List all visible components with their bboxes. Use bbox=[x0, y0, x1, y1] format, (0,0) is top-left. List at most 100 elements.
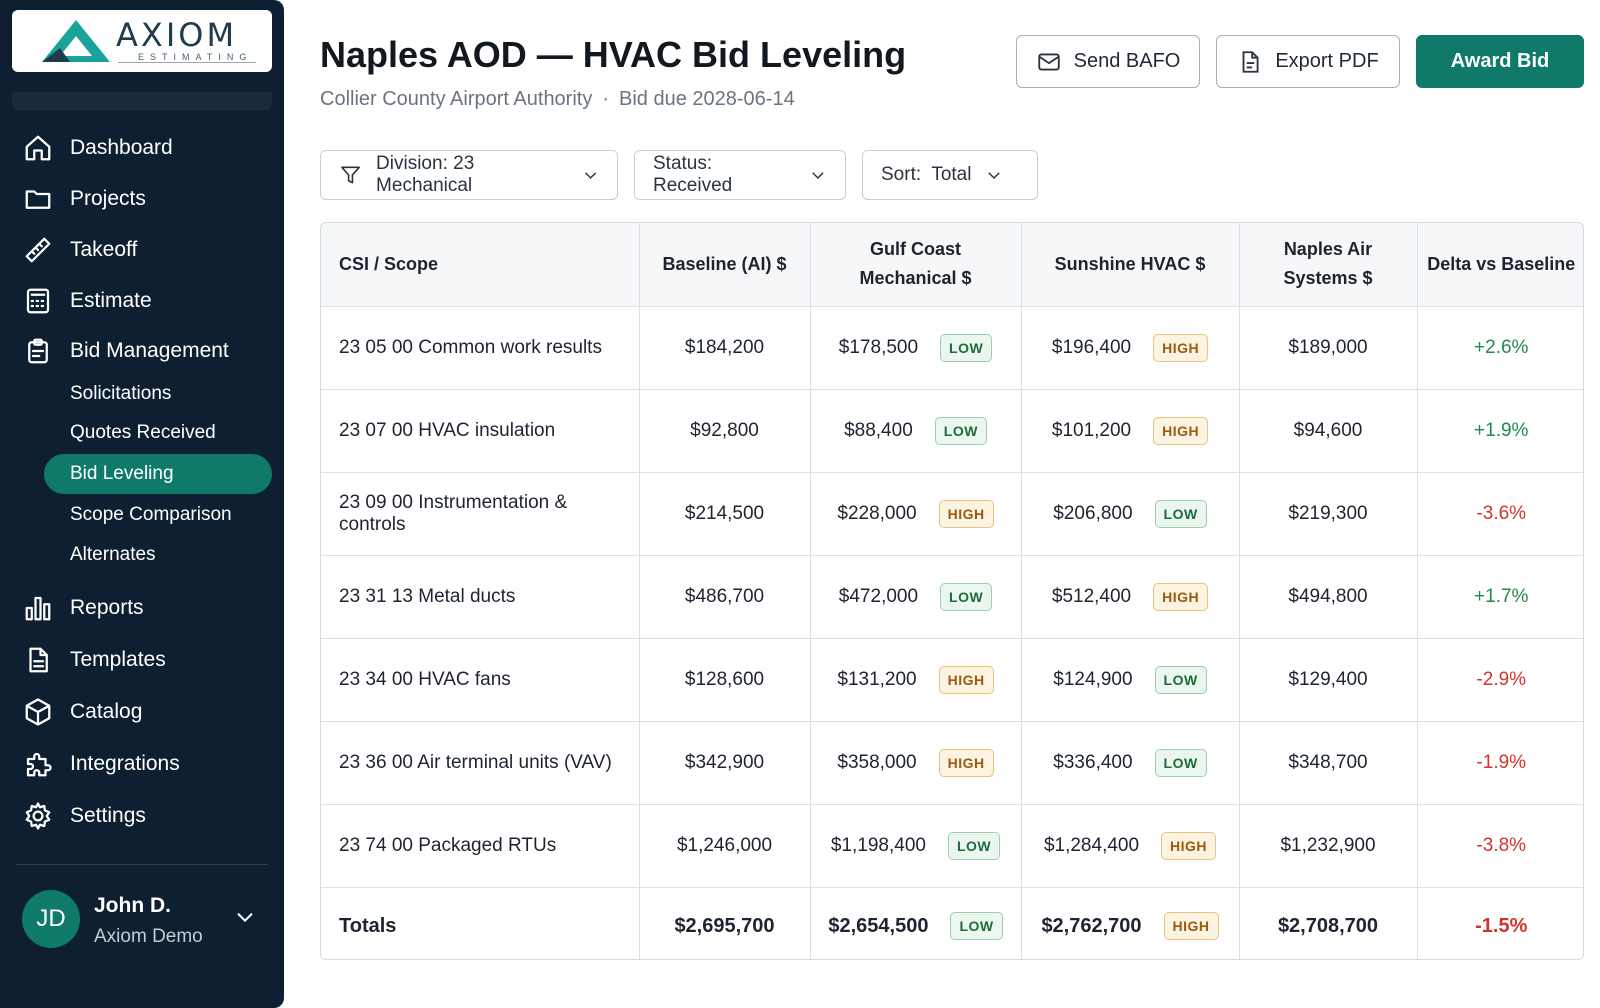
subnav-item-scope-comparison[interactable]: Scope Comparison bbox=[70, 504, 232, 525]
cell-scope: 23 07 00 HVAC insulation bbox=[321, 389, 640, 473]
subnav-item-bid-leveling[interactable]: Bid Leveling bbox=[44, 454, 272, 494]
table-row[interactable]: 23 36 00 Air terminal units (VAV) $342,90… bbox=[321, 721, 1583, 805]
column-header-baseline[interactable]: Baseline (AI) $ bbox=[639, 223, 811, 307]
header-line: Mechanical $ bbox=[859, 268, 972, 289]
bid-amount: $178,500 bbox=[838, 336, 919, 358]
send-bafo-button[interactable]: Send BAFO bbox=[1016, 35, 1200, 88]
sidebar-item-catalog[interactable]: Catalog bbox=[22, 692, 272, 732]
subnav-item-solicitations[interactable]: Solicitations bbox=[70, 383, 172, 404]
award-bid-button[interactable]: Award Bid bbox=[1416, 35, 1584, 88]
send-bafo-label: Send BAFO bbox=[1073, 50, 1181, 72]
table-row[interactable]: 23 31 13 Metal ducts $486,700 $472,000 LOW $… bbox=[321, 555, 1583, 639]
cell-baseline: $92,800 bbox=[639, 389, 811, 473]
table-row[interactable]: 23 07 00 HVAC insulation $92,800 $88,400 LO… bbox=[321, 389, 1583, 473]
cell-gulf-coast: $131,200 HIGH bbox=[810, 638, 1022, 722]
cell-gulf-coast: $88,400 LOW bbox=[810, 389, 1022, 473]
subnav-item-quotes-received[interactable]: Quotes Received bbox=[70, 422, 216, 443]
cell-scope: Totals bbox=[321, 887, 640, 959]
bid-amount: $1,198,400 bbox=[830, 834, 926, 856]
cell-naples-air: $494,800 bbox=[1239, 555, 1418, 639]
bid-amount: $124,900 bbox=[1053, 668, 1133, 690]
cell-gulf-coast: $228,000 HIGH bbox=[810, 472, 1022, 556]
axiom-logo-icon bbox=[42, 20, 110, 62]
cell-scope: 23 05 00 Common work results bbox=[321, 306, 640, 390]
cell-scope: 23 36 00 Air terminal units (VAV) bbox=[321, 721, 640, 805]
sidebar-item-reports[interactable]: Reports bbox=[22, 588, 272, 628]
column-header-gulf-coast[interactable]: Gulf Coast Mechanical $ bbox=[810, 223, 1022, 307]
cell-baseline: $184,200 bbox=[639, 306, 811, 390]
brand-logo[interactable]: AXIOM ESTIMATING bbox=[12, 10, 272, 72]
box-icon bbox=[22, 696, 54, 728]
sort-select[interactable]: Sort: Total bbox=[862, 150, 1038, 200]
sidebar-divider bbox=[16, 864, 268, 865]
cell-sunshine: $2,762,700 HIGH bbox=[1021, 887, 1240, 959]
cell-naples-air: $129,400 bbox=[1239, 638, 1418, 722]
bid-amount: $228,000 bbox=[837, 502, 917, 524]
cell-delta: +1.7% bbox=[1417, 555, 1583, 639]
column-header-naples-air[interactable]: Naples Air Systems $ bbox=[1239, 223, 1418, 307]
column-header-scope[interactable]: CSI / Scope bbox=[321, 223, 640, 307]
export-pdf-button[interactable]: Export PDF bbox=[1216, 35, 1400, 88]
mail-icon bbox=[1037, 52, 1060, 71]
status-badge: HIGH bbox=[1163, 912, 1219, 941]
page-title: Naples AOD — HVAC Bid Leveling bbox=[320, 34, 907, 75]
chevron-down-icon bbox=[584, 172, 596, 179]
bid-amount: $2,762,700 bbox=[1041, 914, 1142, 937]
status-badge: HIGH bbox=[938, 499, 994, 528]
table-row[interactable]: 23 05 00 Common work results $184,200 $178… bbox=[321, 306, 1583, 390]
status-badge: LOW bbox=[1154, 499, 1207, 528]
column-header-sunshine[interactable]: Sunshine HVAC $ bbox=[1021, 223, 1240, 307]
cell-naples-air: $1,232,900 bbox=[1239, 804, 1418, 888]
status-badge: LOW bbox=[940, 333, 993, 362]
bid-amount: $196,400 bbox=[1051, 336, 1132, 358]
chevron-down-icon bbox=[988, 172, 1001, 180]
bid-amount: $101,200 bbox=[1051, 419, 1132, 441]
cell-sunshine: $1,284,400 HIGH bbox=[1021, 804, 1240, 888]
sidebar-item-label: Settings bbox=[70, 804, 146, 827]
sidebar-item-projects[interactable]: Projects bbox=[22, 179, 272, 219]
avatar[interactable]: JD bbox=[22, 890, 80, 948]
sidebar-item-settings[interactable]: Settings bbox=[22, 796, 272, 836]
sidebar-item-label: Estimate bbox=[70, 289, 152, 312]
chevron-down-icon bbox=[812, 172, 824, 180]
column-header-delta[interactable]: Delta vs Baseline bbox=[1417, 223, 1583, 307]
table-row[interactable]: 23 34 00 HVAC fans $128,600 $131,200 HIGH $1… bbox=[321, 638, 1583, 722]
sidebar-item-label: Dashboard bbox=[70, 136, 173, 159]
bid-leveling-table: CSI / Scope Baseline (AI) $ Gulf Coast Me… bbox=[320, 222, 1584, 960]
bid-due-date: Bid due 2028-06-14 bbox=[619, 88, 795, 110]
bid-amount: $2,654,500 bbox=[828, 914, 929, 937]
table-row[interactable]: 23 09 00 Instrumentation & controls $214,… bbox=[321, 472, 1583, 556]
division-filter[interactable]: Division: 23 Mechanical bbox=[320, 150, 618, 200]
sidebar-item-estimate[interactable]: Estimate bbox=[22, 281, 272, 321]
status-filter[interactable]: Status: Received bbox=[634, 150, 846, 200]
cell-sunshine: $206,800 LOW bbox=[1021, 472, 1240, 556]
brand-divider bbox=[118, 62, 256, 63]
cell-naples-air: $219,300 bbox=[1239, 472, 1418, 556]
chevron-down-icon[interactable] bbox=[234, 906, 256, 928]
cell-scope: 23 34 00 HVAC fans bbox=[321, 638, 640, 722]
totals-row[interactable]: Totals $2,695,700 $2,654,500 LOW $2,762,700 H… bbox=[321, 887, 1583, 959]
sidebar-item-bid-management[interactable]: Bid Management bbox=[22, 331, 272, 371]
cell-scope: 23 74 00 Packaged RTUs bbox=[321, 804, 640, 888]
table-row[interactable]: 23 74 00 Packaged RTUs $1,246,000 $1,198,4… bbox=[321, 804, 1583, 888]
cell-gulf-coast: $472,000 LOW bbox=[810, 555, 1022, 639]
clipboard-icon bbox=[22, 335, 54, 367]
cell-delta: -3.8% bbox=[1417, 804, 1583, 888]
file-icon bbox=[1242, 50, 1259, 73]
cell-delta: -3.6% bbox=[1417, 472, 1583, 556]
subnav-item-alternates[interactable]: Alternates bbox=[70, 544, 156, 565]
status-badge: LOW bbox=[1154, 748, 1207, 777]
sidebar-item-dashboard[interactable]: Dashboard bbox=[22, 128, 272, 168]
header-line: Naples Air bbox=[1283, 239, 1373, 260]
sidebar-item-takeoff[interactable]: Takeoff bbox=[22, 230, 272, 270]
cell-delta: +2.6% bbox=[1417, 306, 1583, 390]
bid-amount: $1,284,400 bbox=[1043, 834, 1140, 856]
cell-baseline: $1,246,000 bbox=[639, 804, 811, 888]
home-icon bbox=[22, 132, 54, 164]
user-org: Axiom Demo bbox=[94, 926, 203, 947]
sidebar-item-integrations[interactable]: Integrations bbox=[22, 744, 272, 784]
header-line: Gulf Coast bbox=[869, 239, 961, 260]
filter-icon bbox=[341, 166, 360, 184]
sidebar-item-templates[interactable]: Templates bbox=[22, 640, 272, 680]
page-subtitle: Collier County Airport Authority · Bid due… bbox=[320, 88, 795, 111]
